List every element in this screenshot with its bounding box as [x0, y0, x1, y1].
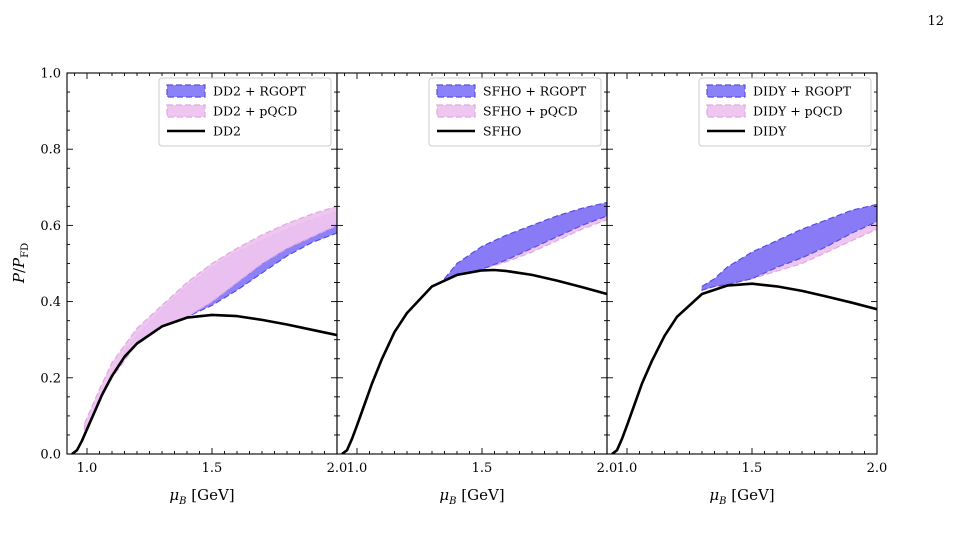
x-tick-label: 1.0 [77, 461, 98, 476]
y-tick-label: 0.4 [40, 295, 61, 310]
legend-entry: DD2 + pQCD [213, 104, 297, 119]
legend-swatch-pqcd [706, 104, 746, 118]
x-tick-label: 1.0 [617, 461, 638, 476]
x-tick-label: 2.0 [327, 461, 348, 476]
y-tick-label: 0.6 [40, 219, 61, 234]
curve-didy [611, 282, 877, 454]
band-didy-rgopt [701, 203, 877, 292]
y-tick-label: 0.2 [40, 371, 61, 386]
legend-swatch-rgopt [706, 84, 746, 98]
band-sfho-rgopt [443, 201, 607, 282]
x-tick-label: 2.0 [867, 461, 888, 476]
legend-swatch-rgopt [166, 84, 206, 98]
legend-entry: DD2 + RGOPT [213, 84, 306, 99]
x-tick-label: 1.0 [347, 461, 368, 476]
curve-dd2 [71, 313, 337, 454]
curve-sfho [341, 268, 607, 454]
x-axis-label: μB [GeV] [169, 486, 234, 507]
y-tick-label: 0.0 [40, 448, 61, 463]
x-axis-label: μB [GeV] [709, 486, 774, 507]
legend-swatch-pqcd [436, 104, 476, 118]
legend-swatch-rgopt [436, 84, 476, 98]
legend-entry: DD2 [213, 124, 241, 139]
legend-entry: DIDY + RGOPT [753, 84, 852, 99]
y-tick-label: 0.8 [40, 143, 61, 158]
x-tick-label: 1.5 [202, 461, 223, 476]
legend-entry: SFHO [483, 124, 521, 139]
band-dd2-pqcd [83, 205, 337, 432]
page-number: 12 [927, 14, 944, 29]
y-tick-label: 1.0 [40, 67, 61, 82]
legend-entry: DIDY + pQCD [753, 104, 843, 119]
x-axis-label: μB [GeV] [439, 486, 504, 507]
legend-swatch-pqcd [166, 104, 206, 118]
legend-entry: DIDY [753, 124, 787, 139]
x-tick-label: 2.0 [597, 461, 618, 476]
x-tick-label: 1.5 [742, 461, 763, 476]
legend-entry: SFHO + RGOPT [483, 84, 587, 99]
x-tick-label: 1.5 [472, 461, 493, 476]
legend-entry: SFHO + pQCD [483, 104, 578, 119]
y-axis-label: P/PFD [10, 243, 31, 284]
